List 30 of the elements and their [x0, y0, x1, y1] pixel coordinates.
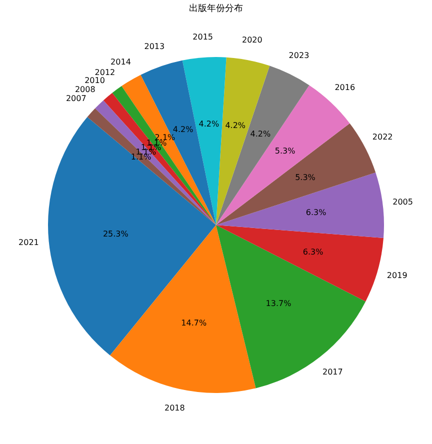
slice-label: 2014 [110, 58, 131, 67]
slice-label: 2005 [392, 197, 413, 206]
slice-label: 2020 [242, 35, 262, 44]
slice-label: 2022 [372, 132, 393, 142]
chart-title: 出版年份分布 [189, 3, 243, 14]
slice-label: 2023 [288, 51, 310, 60]
data-label: 4.2% [172, 124, 194, 134]
data-label: 5.3% [295, 173, 316, 182]
slice-label: 2018 [164, 404, 185, 413]
data-label: 5.3% [274, 146, 296, 156]
data-label: 4.2% [250, 130, 272, 139]
slice-label: 2010 [84, 76, 105, 86]
slice-label: 2017 [322, 368, 343, 377]
data-label: 6.3% [302, 247, 324, 256]
data-label: 25.3% [102, 230, 129, 239]
data-label: 13.7% [266, 299, 292, 308]
data-label: 4.2% [198, 119, 220, 128]
slice-label: 2007 [66, 94, 86, 104]
data-label: 4.2% [225, 121, 246, 130]
slice-label: 2015 [192, 32, 214, 42]
slice-label: 2016 [334, 82, 356, 92]
slice-label: 2013 [144, 42, 165, 52]
slice-label: 2021 [18, 238, 39, 247]
slice-label: 2008 [74, 84, 96, 94]
pie-slice [216, 225, 366, 388]
slice-label: 2012 [94, 68, 116, 78]
pie-slice [216, 225, 384, 302]
data-label: 6.3% [306, 208, 327, 217]
slice-label: 2019 [386, 271, 408, 280]
data-label: 14.7% [181, 318, 207, 328]
